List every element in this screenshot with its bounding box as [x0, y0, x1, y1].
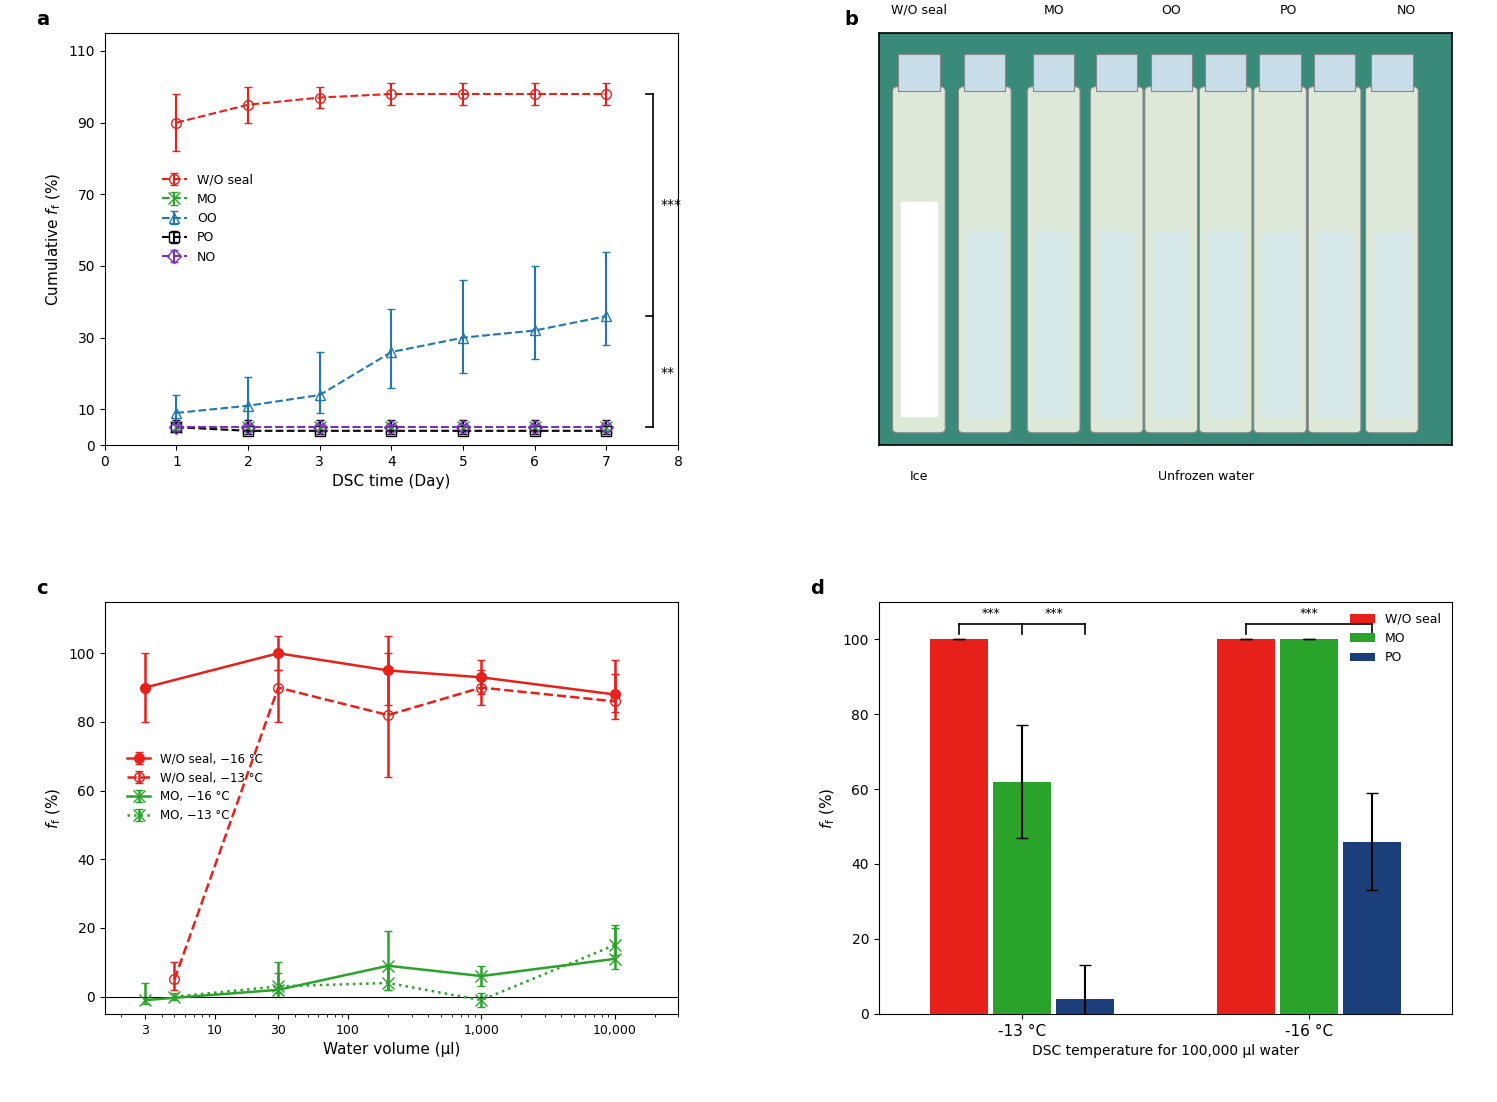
- Text: Ice: Ice: [910, 469, 928, 483]
- Legend: W/O seal, MO, PO: W/O seal, MO, PO: [1344, 608, 1446, 670]
- Bar: [898, 54, 940, 90]
- Text: OO: OO: [1162, 3, 1181, 17]
- Bar: [1343, 842, 1401, 1014]
- Text: NO: NO: [1397, 3, 1416, 17]
- Bar: [1057, 998, 1114, 1014]
- Bar: [1317, 230, 1352, 417]
- Bar: [993, 781, 1051, 1014]
- Bar: [967, 230, 1003, 417]
- Text: PO: PO: [1280, 3, 1298, 17]
- Text: ***: ***: [1299, 607, 1319, 620]
- Legend: W/O seal, −16 °C, W/O seal, −13 °C, MO, −16 °C, MO, −13 °C: W/O seal, −16 °C, W/O seal, −13 °C, MO, …: [123, 747, 268, 826]
- Bar: [1096, 54, 1138, 90]
- Text: c: c: [36, 579, 48, 597]
- Bar: [1280, 639, 1338, 1014]
- Bar: [901, 202, 937, 417]
- Bar: [1314, 54, 1355, 90]
- Text: b: b: [844, 10, 858, 29]
- Y-axis label: $f_{\mathrm{f}}$ (%): $f_{\mathrm{f}}$ (%): [45, 787, 63, 829]
- FancyBboxPatch shape: [892, 87, 945, 433]
- FancyBboxPatch shape: [1253, 87, 1307, 433]
- Bar: [1262, 230, 1298, 417]
- Bar: [1205, 54, 1247, 90]
- Text: W/O seal: W/O seal: [891, 3, 948, 17]
- FancyBboxPatch shape: [1308, 87, 1361, 433]
- Y-axis label: $f_{\mathrm{f}}$ (%): $f_{\mathrm{f}}$ (%): [819, 787, 837, 829]
- FancyBboxPatch shape: [958, 87, 1010, 433]
- Bar: [1217, 639, 1275, 1014]
- X-axis label: Water volume (µl): Water volume (µl): [323, 1042, 460, 1057]
- Bar: [1371, 54, 1413, 90]
- Bar: [1374, 230, 1410, 417]
- X-axis label: DSC time (Day): DSC time (Day): [332, 475, 451, 489]
- Bar: [1153, 230, 1189, 417]
- Text: ***: ***: [981, 607, 1000, 620]
- Text: Unfrozen water: Unfrozen water: [1157, 469, 1253, 483]
- FancyBboxPatch shape: [1365, 87, 1418, 433]
- Text: ***: ***: [1045, 607, 1063, 620]
- Bar: [1033, 54, 1075, 90]
- Bar: [1036, 230, 1072, 417]
- FancyBboxPatch shape: [1027, 87, 1079, 433]
- Text: a: a: [36, 10, 49, 29]
- Text: d: d: [810, 579, 823, 597]
- Legend: W/O seal, MO, OO, PO, NO: W/O seal, MO, OO, PO, NO: [157, 169, 257, 269]
- Bar: [1151, 54, 1192, 90]
- Bar: [964, 54, 1006, 90]
- Text: MO: MO: [1043, 3, 1064, 17]
- Bar: [1259, 54, 1301, 90]
- Y-axis label: Cumulative $f_{\mathrm{f}}$ (%): Cumulative $f_{\mathrm{f}}$ (%): [45, 172, 63, 305]
- Bar: [930, 639, 988, 1014]
- FancyBboxPatch shape: [1090, 87, 1144, 433]
- Bar: [1099, 230, 1135, 417]
- FancyBboxPatch shape: [1199, 87, 1251, 433]
- FancyBboxPatch shape: [1145, 87, 1198, 433]
- Text: **: **: [660, 367, 674, 380]
- X-axis label: DSC temperature for 100,000 µl water: DSC temperature for 100,000 µl water: [1031, 1044, 1299, 1058]
- Bar: [1208, 230, 1244, 417]
- Text: ***: ***: [660, 198, 681, 212]
